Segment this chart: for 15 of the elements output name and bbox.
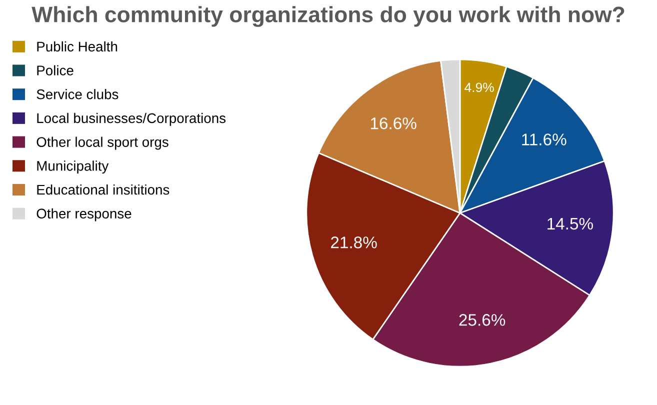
- legend-label: Service clubs: [36, 89, 118, 100]
- legend-label: Local businesses/Corporations: [37, 112, 226, 126]
- legend-label: Police: [37, 65, 74, 76]
- data-label: 4.9%: [464, 82, 494, 92]
- data-label: 25.6%: [459, 314, 506, 326]
- data-label: 11.6%: [522, 134, 566, 146]
- legend-label: Educational insititions: [37, 184, 170, 195]
- data-label: 14.5%: [548, 218, 593, 230]
- legend-label: Other response: [36, 208, 132, 222]
- chart-title: Which community organizations do you work with now?: [32, 6, 624, 27]
- legend-label: Other local sport orgs: [36, 136, 168, 150]
- data-label: 16.6%: [370, 117, 416, 130]
- legend-label: Municipality: [37, 160, 109, 174]
- data-label: 21.8%: [331, 236, 377, 248]
- legend-label: Public Health: [37, 41, 118, 52]
